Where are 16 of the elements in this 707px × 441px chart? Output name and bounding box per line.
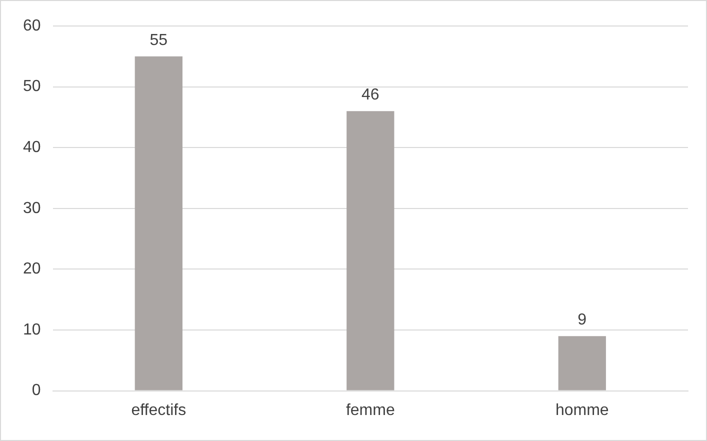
data-label: 46 <box>362 86 380 104</box>
y-tick-label: 30 <box>23 200 41 217</box>
data-label: 9 <box>578 311 587 328</box>
y-tick-label: 0 <box>32 382 41 400</box>
x-tick-label: homme <box>555 402 609 419</box>
bar <box>346 111 394 390</box>
y-tick-label: 40 <box>23 139 41 156</box>
y-tick-label: 10 <box>23 321 41 338</box>
x-tick-label: effectifs <box>131 402 186 419</box>
data-label: 55 <box>150 32 168 49</box>
bar <box>558 336 606 390</box>
bar <box>134 56 182 390</box>
x-tick-label: femme <box>346 402 395 419</box>
y-tick-label: 50 <box>23 78 41 96</box>
y-tick-label: 60 <box>23 17 41 34</box>
y-tick-label: 20 <box>23 260 41 278</box>
